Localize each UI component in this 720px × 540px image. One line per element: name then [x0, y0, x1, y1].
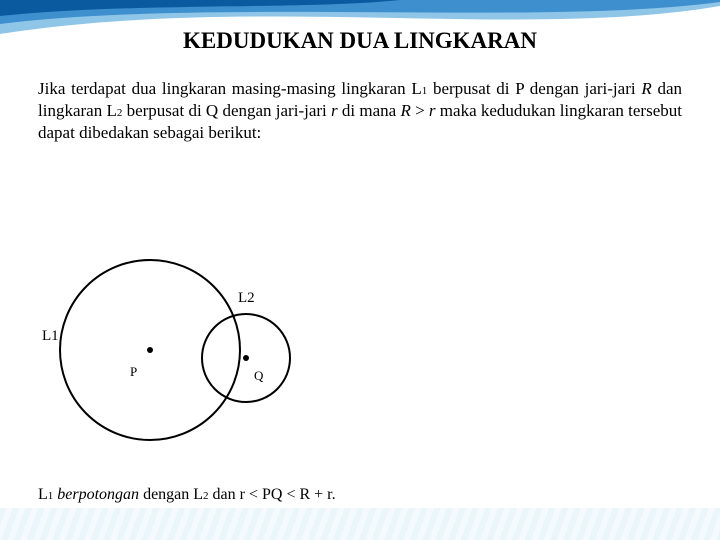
- label-L2: L2: [238, 290, 255, 307]
- slide-title: KEDUDUKAN DUA LINGKARAN: [0, 28, 720, 54]
- slide-page: KEDUDUKAN DUA LINGKARAN Jika terdapat du…: [0, 0, 720, 540]
- footer-texture-decor: [0, 508, 720, 540]
- diagram-svg: [30, 230, 350, 450]
- label-L1: L1: [42, 328, 59, 345]
- label-Q: Q: [254, 368, 263, 384]
- label-P: P: [130, 364, 137, 380]
- center-dot-P: [147, 347, 153, 353]
- two-circle-diagram: L1 L2 P Q: [30, 230, 350, 450]
- caption-text: L1 berpotongan dengan L2 dan r < PQ < R …: [38, 486, 336, 504]
- body-paragraph: Jika terdapat dua lingkaran masing-masin…: [38, 78, 682, 143]
- center-dot-Q: [243, 355, 249, 361]
